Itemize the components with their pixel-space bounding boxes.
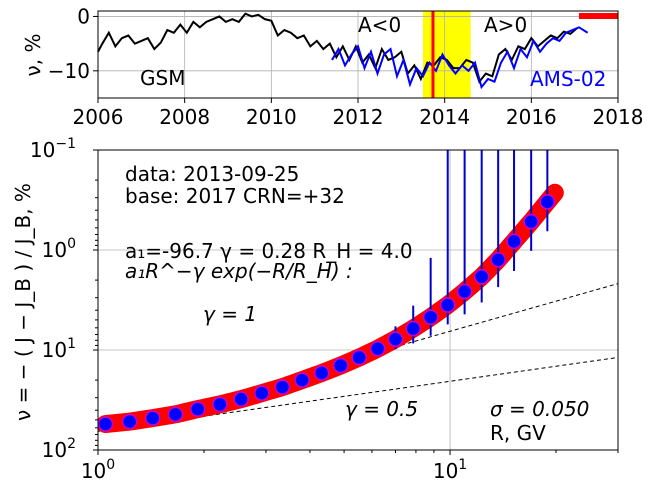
top-annotation-ams02: AMS-02 xyxy=(530,67,606,91)
top-x-tick-label-3: 2012 xyxy=(333,105,384,129)
annotation-fit-parameters: a₁=-96.7 γ = 0.28 R_H = 4.0 xyxy=(125,239,413,263)
data-point-16 xyxy=(422,309,439,325)
bottom-x-tick-label-1: 101 xyxy=(433,457,467,483)
top-y-tick-label-0: 0 xyxy=(77,4,90,28)
data-point-9 xyxy=(294,372,310,388)
data-point-20 xyxy=(490,251,506,268)
annotation-gamma-05: γ = 0.5 xyxy=(345,397,418,421)
bottom-y-tick-label-2: 101 xyxy=(42,336,76,362)
data-point-23 xyxy=(539,194,556,210)
guide-line-gamma-1 xyxy=(98,283,618,432)
top-x-tick-label-4: 2014 xyxy=(419,105,470,129)
top-annotation-a-negative: A<0 xyxy=(358,13,401,37)
data-point-12 xyxy=(351,349,367,366)
bottom-y-tick-label-0: 10−1 xyxy=(30,136,76,162)
top-series-ams-line xyxy=(331,26,589,90)
bottom-x-tick-label-0: 100 xyxy=(81,457,115,483)
data-point-17 xyxy=(439,297,456,313)
top-annotation-a-positive: A>0 xyxy=(484,13,527,37)
annotation-base: base: 2017 CRN=+32 xyxy=(125,184,345,208)
bottom-panel: 100 101 10−1 100 101 102 data: 2013-09-25 bas… xyxy=(11,136,619,483)
bottom-panel-frame xyxy=(97,149,619,451)
top-x-tick-label-2: 2010 xyxy=(246,105,297,129)
data-point-5 xyxy=(212,396,228,413)
data-point-4 xyxy=(189,401,206,417)
data-point-7 xyxy=(254,385,270,401)
data-point-10 xyxy=(313,365,330,381)
data-point-21 xyxy=(506,233,522,250)
data-point-1 xyxy=(121,413,138,430)
annotation-fit-formula: a₁R^−γ exp(−R/R_H) : xyxy=(125,259,353,283)
data-point-18 xyxy=(456,283,473,300)
top-x-tick-label-5: 2016 xyxy=(506,105,557,129)
data-point-13 xyxy=(369,340,386,357)
top-series-gsm-line xyxy=(97,12,578,84)
top-x-tick-label-6: 2018 xyxy=(593,105,644,129)
data-point-2 xyxy=(144,410,161,426)
top-x-tick-label-1: 2008 xyxy=(159,105,210,129)
bottom-y-tick-label-1: 100 xyxy=(42,236,76,262)
annotation-data-date: data: 2013-09-25 xyxy=(125,162,299,186)
data-point-0 xyxy=(98,416,114,432)
top-panel: 2006 2008 2010 2012 2014 2016 2018 0 −10 GSM A<0… xyxy=(21,4,643,129)
top-y-tick-label-1: −10 xyxy=(48,59,90,83)
data-point-15 xyxy=(405,320,421,337)
data-point-22 xyxy=(523,213,539,230)
top-highlight-band xyxy=(423,11,471,98)
top-annotation-gsm: GSM xyxy=(140,66,185,90)
top-y-axis-label: ν, % xyxy=(21,34,45,77)
data-point-6 xyxy=(233,391,249,407)
bottom-y-tick-label-3: 102 xyxy=(42,436,76,462)
data-point-19 xyxy=(473,268,490,285)
data-point-8 xyxy=(274,379,291,395)
data-point-11 xyxy=(332,357,349,374)
bottom-x-axis-label: R, GV xyxy=(490,421,546,445)
bottom-y-axis-label: ν = − ( J − J_B ) / J_B, % xyxy=(11,183,35,421)
top-period-bar xyxy=(579,13,618,19)
annotation-sigma: σ = 0.050 xyxy=(490,397,589,421)
annotation-gamma-1: γ = 1 xyxy=(203,302,257,326)
top-x-tick-label-0: 2006 xyxy=(73,105,124,129)
fit-curve-band xyxy=(98,183,564,434)
data-point-3 xyxy=(167,406,184,423)
data-point-14 xyxy=(387,331,404,347)
